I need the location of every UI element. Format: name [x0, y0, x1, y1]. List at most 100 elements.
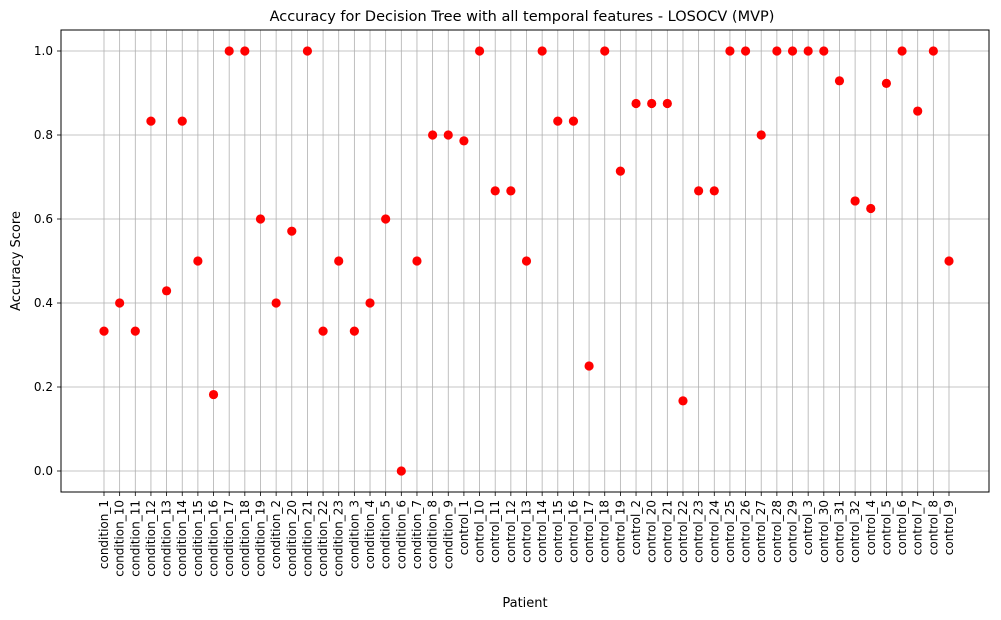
- x-tick-label: condition_16: [207, 500, 221, 577]
- data-point: [146, 116, 156, 126]
- x-tick-label: condition_2: [269, 500, 283, 569]
- data-point: [897, 46, 907, 56]
- x-tick-label: control_11: [488, 500, 502, 563]
- data-point: [255, 214, 266, 224]
- x-tick-label: control_10: [473, 500, 487, 563]
- data-point: [177, 116, 187, 126]
- data-point: [694, 186, 704, 196]
- x-tick-label: control_4: [864, 500, 878, 555]
- x-tick-label: control_19: [613, 500, 627, 563]
- data-point: [224, 46, 234, 56]
- data-point: [850, 196, 860, 206]
- x-tick-label: condition_22: [316, 500, 330, 577]
- x-tick-label: control_18: [598, 500, 612, 563]
- data-point: [365, 298, 375, 308]
- x-tick-label: condition_4: [363, 500, 377, 569]
- x-tick-label: control_15: [551, 500, 565, 563]
- axes: [57, 29, 990, 496]
- x-tick-label: control_12: [504, 500, 518, 563]
- data-point: [412, 256, 422, 266]
- data-point: [537, 46, 547, 56]
- data-point: [740, 46, 751, 56]
- x-tick-label: control_30: [817, 500, 831, 563]
- data-point: [944, 256, 954, 266]
- grid: [61, 30, 989, 492]
- data-point: [928, 46, 938, 56]
- data-point: [115, 298, 125, 308]
- x-tick-label: condition_9: [441, 500, 455, 569]
- data-point: [349, 326, 359, 336]
- x-tick-label: control_24: [707, 500, 721, 563]
- x-tick-label: control_29: [786, 500, 800, 563]
- data-point: [459, 136, 469, 146]
- x-tick-label: control_9: [942, 500, 956, 555]
- x-axis-title: Patient: [502, 596, 547, 611]
- x-tick-label: condition_7: [410, 500, 424, 569]
- data-point: [521, 256, 532, 266]
- data-point: [803, 46, 813, 56]
- x-tick-label: condition_8: [426, 500, 440, 569]
- data-point: [287, 226, 297, 236]
- y-axis-title: Accuracy Score: [9, 211, 24, 311]
- x-tick-label: condition_12: [144, 500, 158, 577]
- data-point: [600, 46, 610, 56]
- x-tick-label: control_14: [535, 500, 549, 563]
- data-point: [772, 46, 782, 56]
- x-tick-label: control_17: [582, 500, 596, 563]
- x-tick-label: condition_1: [97, 500, 111, 569]
- data-point: [443, 130, 453, 140]
- x-tick-label: control_13: [520, 500, 534, 563]
- data-point: [819, 46, 829, 56]
- data-point: [428, 130, 438, 140]
- data-point: [99, 326, 109, 336]
- tick-labels: condition_1 condition_10 condition_11 condi…: [34, 44, 956, 577]
- x-tick-label: control_1: [457, 500, 471, 555]
- data-point: [647, 98, 657, 109]
- data-point: [474, 46, 485, 56]
- data-point: [381, 214, 391, 224]
- data-point: [787, 46, 798, 56]
- data-point: [725, 46, 735, 56]
- x-tick-label: condition_20: [285, 500, 299, 577]
- x-tick-label: condition_10: [113, 500, 127, 577]
- data-point: [615, 166, 625, 176]
- data-point: [678, 396, 688, 406]
- data-point: [161, 286, 172, 296]
- x-tick-label: condition_19: [253, 500, 267, 577]
- data-point: [490, 186, 500, 196]
- data-point: [631, 98, 641, 109]
- y-tick-label: 0.4: [34, 296, 53, 310]
- x-tick-label: control_23: [692, 500, 706, 563]
- data-point: [208, 389, 219, 400]
- data-point: [193, 256, 203, 266]
- data-point: [396, 466, 406, 476]
- x-tick-label: control_3: [801, 500, 815, 555]
- x-tick-label: condition_17: [222, 500, 236, 577]
- data-point: [318, 326, 328, 336]
- plot-frame: [60, 29, 990, 493]
- y-tick-label: 0.0: [34, 464, 53, 478]
- data-point: [302, 46, 313, 56]
- x-tick-label: condition_13: [160, 500, 174, 577]
- x-tick-label: control_2: [629, 500, 643, 555]
- x-tick-label: control_21: [660, 500, 674, 563]
- x-tick-label: control_7: [911, 500, 925, 555]
- data-point: [568, 116, 579, 126]
- x-tick-label: condition_14: [175, 500, 189, 577]
- x-tick-label: condition_21: [300, 500, 314, 577]
- x-tick-label: control_20: [645, 500, 659, 563]
- chart-title: Accuracy for Decision Tree with all temp…: [270, 9, 775, 25]
- data-point: [662, 98, 672, 109]
- data-point: [881, 78, 892, 88]
- x-tick-label: control_22: [676, 500, 690, 563]
- x-tick-label: condition_5: [379, 500, 393, 569]
- x-tick-label: control_5: [879, 500, 893, 555]
- y-tick-label: 0.6: [34, 212, 53, 226]
- data-point: [709, 186, 719, 196]
- data-point: [240, 46, 250, 56]
- data-point: [334, 256, 344, 266]
- x-tick-label: control_31: [832, 500, 846, 563]
- x-tick-label: control_32: [848, 500, 862, 563]
